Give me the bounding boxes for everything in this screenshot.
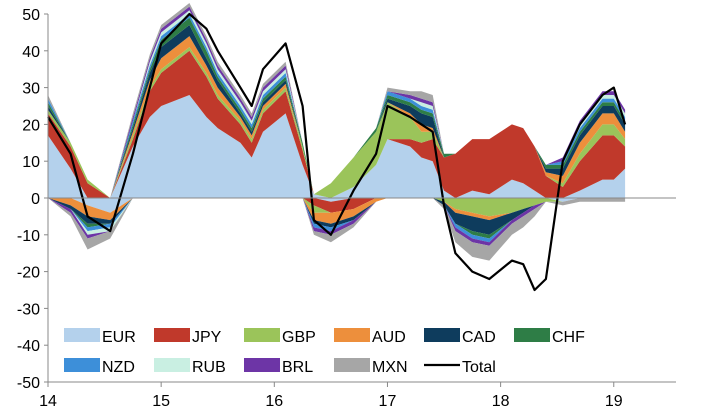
area-jpy-negative <box>48 198 626 213</box>
legend-label-cad: CAD <box>462 329 496 346</box>
x-tick-label: 17 <box>379 393 397 410</box>
legend-label-jpy: JPY <box>192 329 222 346</box>
y-tick-label: -50 <box>17 375 40 392</box>
x-tick-label: 14 <box>39 393 57 410</box>
legend-swatch-jpy <box>154 328 190 342</box>
x-tick-label: 19 <box>605 393 623 410</box>
legend-swatch-chf <box>514 328 550 342</box>
legend-label-nzd: NZD <box>102 359 135 376</box>
area-jpy-positive <box>48 50 626 198</box>
legend-label-total: Total <box>462 359 496 376</box>
legend: EUR JPY GBP AUD CAD CHF NZD RUB BRL MXN Total <box>64 328 585 376</box>
legend-swatch-cad <box>424 328 460 342</box>
area-mxn-negative <box>48 198 626 261</box>
area-cad-negative <box>48 198 626 235</box>
y-tick-label: -40 <box>17 338 40 355</box>
legend-swatch-aud <box>334 328 370 342</box>
y-tick-label: -30 <box>17 301 40 318</box>
total-line <box>47 12 627 292</box>
area-aud-negative <box>48 198 626 224</box>
legend-label-mxn: MXN <box>372 359 408 376</box>
y-tick-label: 30 <box>22 81 40 98</box>
legend-label-rub: RUB <box>192 359 226 376</box>
y-tick-label: -20 <box>17 265 40 282</box>
legend-swatch-brl <box>244 358 280 372</box>
y-tick-label: 20 <box>22 117 40 134</box>
legend-swatch-rub <box>154 358 190 372</box>
y-tick-label: 40 <box>22 44 40 61</box>
y-tick-label: -10 <box>17 228 40 245</box>
legend-swatch-eur <box>64 328 100 342</box>
legend-label-gbp: GBP <box>282 329 316 346</box>
legend-swatch-mxn <box>334 358 370 372</box>
legend-label-eur: EUR <box>102 329 136 346</box>
legend-swatch-gbp <box>244 328 280 342</box>
legend-label-chf: CHF <box>552 329 585 346</box>
x-tick-label: 15 <box>152 393 170 410</box>
legend-label-aud: AUD <box>372 329 406 346</box>
axes-layer: -50 -40 -30 -20 -10 0 10 20 30 40 50 14 15 16 17 18 19 <box>17 7 676 410</box>
y-tick-label: 10 <box>22 154 40 171</box>
legend-swatch-nzd <box>64 358 100 372</box>
y-tick-label: 0 <box>31 191 40 208</box>
area-eur-positive <box>48 95 626 198</box>
x-tick-label: 18 <box>492 393 510 410</box>
legend-label-brl: BRL <box>282 359 313 376</box>
area-eur-negative <box>48 198 626 213</box>
total-line-layer <box>47 12 627 292</box>
y-tick-label: 50 <box>22 7 40 24</box>
area-layer <box>48 3 626 261</box>
area-gbp-negative <box>48 198 626 217</box>
x-tick-label: 16 <box>265 393 283 410</box>
